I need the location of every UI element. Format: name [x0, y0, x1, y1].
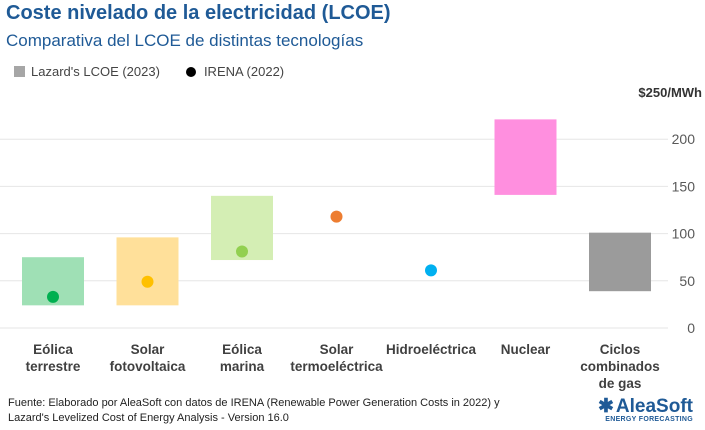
aleasoft-logo: ✱ AleaSoft ENERGY FORECASTING: [598, 396, 693, 423]
x-category-label: terrestre: [26, 359, 81, 374]
y-tick-label: 100: [672, 226, 696, 242]
chart-subtitle: Comparativa del LCOE de distintas tecnol…: [6, 31, 364, 50]
irena-point: [330, 210, 343, 223]
x-category-label: Ciclos: [600, 342, 641, 357]
logo-mark-icon: ✱: [598, 396, 614, 417]
legend-item-lazard: Lazard's LCOE (2023): [14, 64, 160, 79]
chart-legend: Lazard's LCOE (2023) IRENA (2022): [14, 64, 310, 79]
x-category-label: marina: [220, 359, 265, 374]
x-category-label: Nuclear: [501, 342, 551, 357]
legend-label-irena: IRENA (2022): [203, 64, 285, 79]
x-category-label: Solar: [320, 342, 355, 357]
y-tick-label: 150: [672, 178, 696, 194]
x-category-label: Eólica: [33, 342, 73, 357]
legend-label-lazard: Lazard's LCOE (2023): [31, 64, 160, 79]
lcoe-range-bar: [494, 119, 557, 195]
irena-point: [425, 264, 437, 277]
legend-swatch-lazard: [14, 66, 25, 77]
x-category-label: combinados: [580, 359, 660, 374]
x-category-label: Eólica: [222, 342, 262, 357]
x-category-label: termoeléctrica: [290, 359, 383, 374]
x-category-label: fotovoltaica: [110, 359, 186, 374]
irena-point: [47, 290, 59, 303]
y-tick-label: 50: [679, 273, 695, 289]
lcoe-range-bar: [589, 232, 651, 292]
y-tick-label: 200: [672, 131, 696, 147]
lcoe-range-bar: [116, 237, 179, 306]
y-tick-label: 0: [687, 320, 695, 336]
source-note: Fuente: Elaborado por AleaSoft con datos…: [8, 396, 500, 426]
source-line-2: Lazard's Levelized Cost of Energy Analys…: [8, 412, 289, 424]
irena-point: [236, 245, 248, 258]
logo-subtext: ENERGY FORECASTING: [605, 416, 693, 423]
source-line-1: Fuente: Elaborado por AleaSoft con datos…: [8, 397, 500, 409]
x-category-label: de gas: [599, 376, 642, 391]
x-category-label: Solar: [131, 342, 166, 357]
logo-text: AleaSoft: [615, 396, 693, 417]
chart-title: Coste nivelado de la electricidad (LCOE): [6, 2, 391, 24]
irena-point: [141, 275, 154, 288]
x-category-label: Hidroeléctrica: [386, 342, 477, 357]
y-unit-label: $250/MWh: [638, 85, 702, 100]
legend-swatch-irena: [185, 66, 196, 77]
legend-item-irena: IRENA (2022): [185, 64, 285, 79]
